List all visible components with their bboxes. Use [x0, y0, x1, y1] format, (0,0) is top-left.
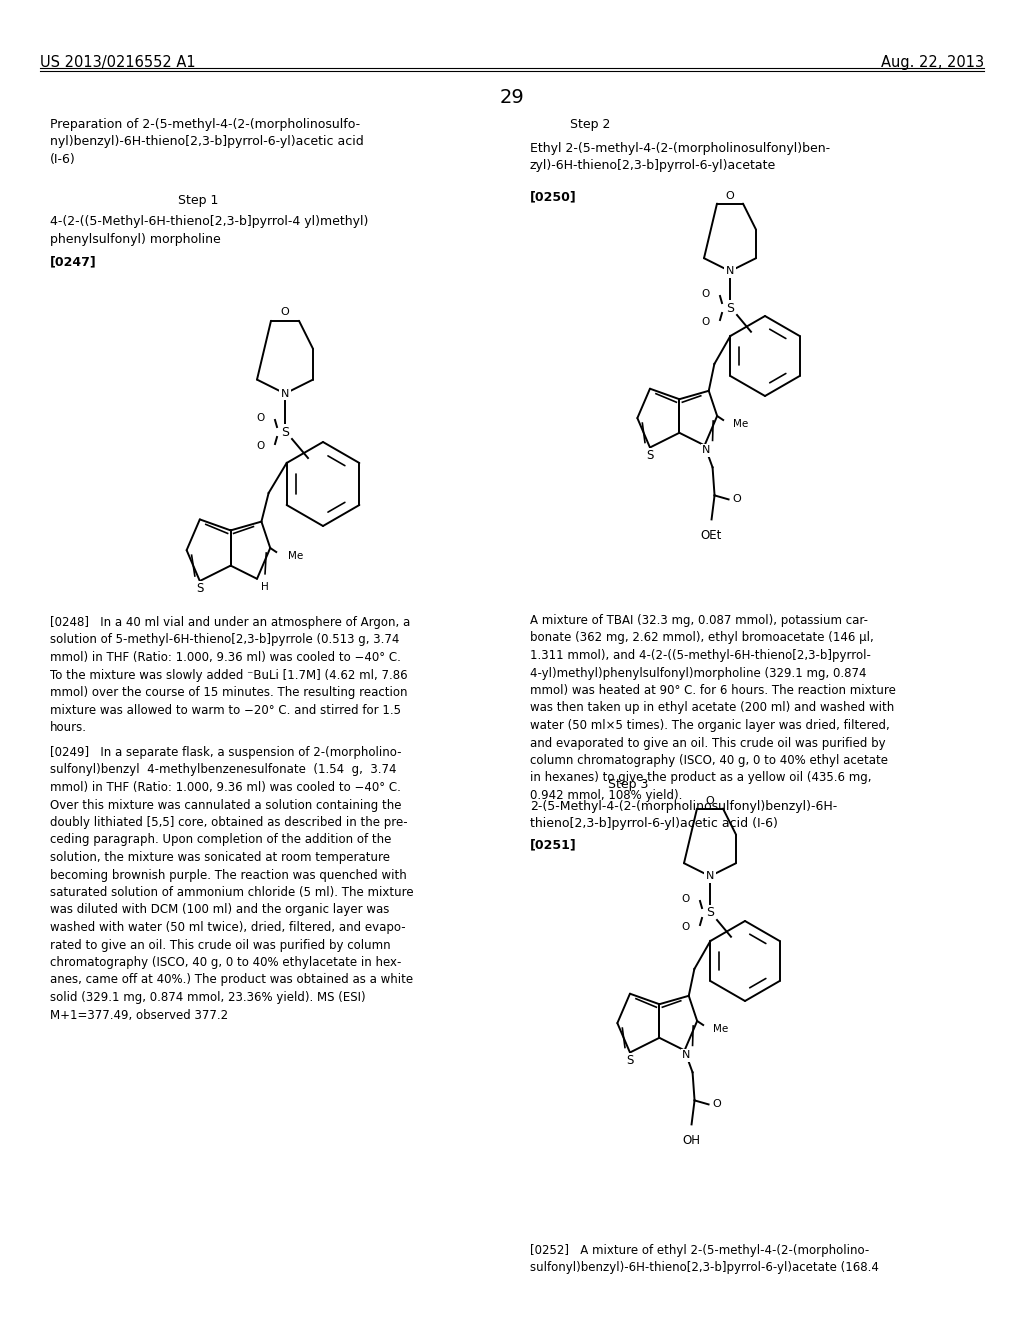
- Text: S: S: [197, 582, 204, 595]
- Text: [0252]   A mixture of ethyl 2-(5-methyl-4-(2-(morpholino-
sulfonyl)benzyl)-6H-th: [0252] A mixture of ethyl 2-(5-methyl-4-…: [530, 1243, 879, 1275]
- Text: Preparation of 2-(5-methyl-4-(2-(morpholinosulfo-
nyl)benzyl)-6H-thieno[2,3-b]py: Preparation of 2-(5-methyl-4-(2-(morphol…: [50, 117, 364, 166]
- Text: S: S: [281, 425, 289, 438]
- Text: O: O: [706, 796, 715, 805]
- Text: N: N: [706, 871, 714, 882]
- Text: O: O: [682, 894, 690, 904]
- Text: Me: Me: [713, 1024, 728, 1034]
- Text: O: O: [257, 413, 265, 422]
- Text: N: N: [702, 445, 711, 455]
- Text: S: S: [646, 449, 653, 462]
- Text: O: O: [726, 191, 734, 201]
- Text: S: S: [726, 301, 734, 314]
- Text: O: O: [732, 495, 741, 504]
- Text: 4-(2-((5-Methyl-6H-thieno[2,3-b]pyrrol-4 yl)methyl)
phenylsulfonyl) morpholine: 4-(2-((5-Methyl-6H-thieno[2,3-b]pyrrol-4…: [50, 215, 369, 246]
- Text: Step 1: Step 1: [178, 194, 218, 207]
- Text: Step 2: Step 2: [570, 117, 610, 131]
- Text: O: O: [281, 308, 290, 317]
- Text: N: N: [726, 267, 734, 276]
- Text: N: N: [281, 388, 289, 399]
- Text: OH: OH: [683, 1134, 700, 1147]
- Text: [0248]   In a 40 ml vial and under an atmosphere of Argon, a
solution of 5-methy: [0248] In a 40 ml vial and under an atmo…: [50, 616, 411, 734]
- Text: [0247]: [0247]: [50, 255, 96, 268]
- Text: 29: 29: [500, 88, 524, 107]
- Text: Me: Me: [733, 418, 749, 429]
- Text: Aug. 22, 2013: Aug. 22, 2013: [881, 55, 984, 70]
- Text: Step 3: Step 3: [608, 777, 648, 791]
- Text: S: S: [706, 907, 714, 920]
- Text: O: O: [701, 317, 710, 327]
- Text: O: O: [712, 1100, 721, 1109]
- Text: H: H: [261, 582, 268, 591]
- Text: OEt: OEt: [700, 529, 722, 543]
- Text: Ethyl 2-(5-methyl-4-(2-(morpholinosulfonyl)ben-
zyl)-6H-thieno[2,3-b]pyrrol-6-yl: Ethyl 2-(5-methyl-4-(2-(morpholinosulfon…: [530, 143, 830, 173]
- Text: Me: Me: [288, 550, 303, 561]
- Text: US 2013/0216552 A1: US 2013/0216552 A1: [40, 55, 196, 70]
- Text: N: N: [682, 1051, 691, 1060]
- Text: A mixture of TBAI (32.3 mg, 0.087 mmol), potassium car-
bonate (362 mg, 2.62 mmo: A mixture of TBAI (32.3 mg, 0.087 mmol),…: [530, 614, 896, 803]
- Text: O: O: [257, 441, 265, 451]
- Text: [0249]   In a separate flask, a suspension of 2-(morpholino-
sulfonyl)benzyl  4-: [0249] In a separate flask, a suspension…: [50, 746, 414, 1022]
- Text: O: O: [701, 289, 710, 300]
- Text: O: O: [682, 921, 690, 932]
- Text: [0251]: [0251]: [530, 838, 577, 851]
- Text: 2-(5-Methyl-4-(2-(morpholinosulfonyl)benzyl)-6H-
thieno[2,3-b]pyrrol-6-yl)acetic: 2-(5-Methyl-4-(2-(morpholinosulfonyl)ben…: [530, 800, 838, 830]
- Text: S: S: [627, 1053, 634, 1067]
- Text: [0250]: [0250]: [530, 190, 577, 203]
